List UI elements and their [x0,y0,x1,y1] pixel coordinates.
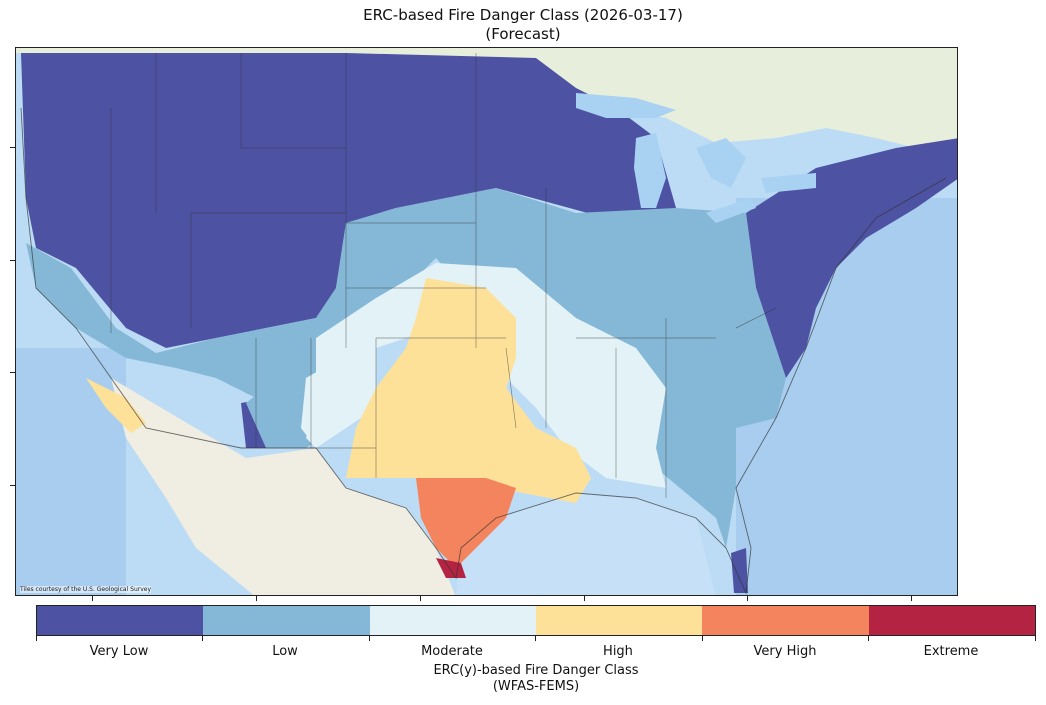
legend-colorbar [36,605,1036,636]
lake-huron [696,138,746,188]
map-panel[interactable]: Tiles courtesy of the U.S. Geological Su… [15,47,958,596]
coastline [20,107,947,595]
x-axis-tick [420,596,421,601]
gulf-of-mexico [456,493,716,595]
lake-superior [576,93,676,118]
zone-high-southern-plains [346,278,591,503]
fire-danger-map [16,48,957,595]
legend-swatch-high [535,606,703,635]
legend-label-low: Low [272,644,298,659]
zone-low-central [26,188,786,548]
map-title-line2: (Forecast) [485,25,561,43]
legend-tick [702,636,703,641]
legend-tick [369,636,370,641]
zone-very-low-florida [731,548,748,593]
pacific-ocean [16,348,126,595]
zone-moderate-central [306,263,666,488]
legend-tick [202,636,203,641]
legend-tick [868,636,869,641]
mexico-land [111,378,456,595]
legend-title-line2: (WFAS-FEMS) [492,679,580,694]
canada-land [16,48,957,148]
map-attribution: Tiles courtesy of the U.S. Geological Su… [20,586,152,593]
x-axis-tick [747,596,748,601]
legend-tick [1035,636,1036,641]
zone-moderate-southwest [301,338,376,448]
lake-michigan [634,133,666,208]
x-axis-tick [911,596,912,601]
legend-label-very-high: Very High [753,644,817,659]
zone-high-california [86,378,146,433]
legend-swatch-very-high [702,606,869,635]
lake-erie [706,198,756,223]
legend-tick [535,636,536,641]
y-axis-tick [10,260,15,261]
legend-label-extreme: Extreme [923,644,979,659]
x-axis-tick [92,596,93,601]
y-axis-tick [10,372,15,373]
map-title: ERC-based Fire Danger Class (2026-03-17)… [0,6,1046,44]
legend-swatch-moderate [369,606,536,635]
legend-swatch-low [203,606,370,635]
y-axis-tick [10,485,15,486]
zone-very-high-south-texas [416,478,516,568]
zone-very-low-northeast [746,138,957,378]
legend-label-moderate: Moderate [421,644,483,659]
legend-swatch-extreme [868,606,1035,635]
x-axis-tick [256,596,257,601]
legend-tick [36,636,37,641]
legend-title: ERC(y)-based Fire Danger Class (WFAS-FEM… [36,663,1036,695]
x-axis-tick [584,596,585,601]
map-title-line1: ERC-based Fire Danger Class (2026-03-17) [363,6,683,24]
legend-label-very-low: Very Low [89,644,149,659]
state-boundaries [110,53,777,498]
legend-title-line1: ERC(y)-based Fire Danger Class [433,663,639,678]
legend-label-high: High [603,644,633,659]
y-axis-tick [10,147,15,148]
legend-swatch-very-low [37,606,204,635]
zone-very-low-northwest [21,53,676,348]
lake-ontario [761,173,816,193]
